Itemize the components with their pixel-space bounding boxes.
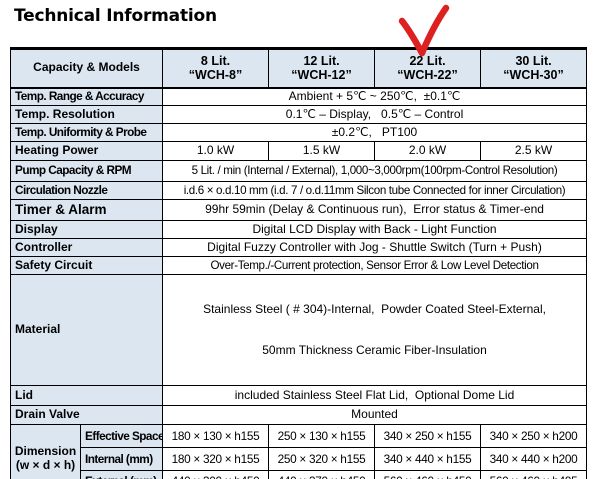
page-title: Technical Information	[14, 6, 217, 26]
row-label-temp-range: Temp. Range & Accuracy	[9, 87, 164, 106]
row-label-heating-power: Heating Power	[9, 141, 164, 161]
cell-controller: Digital Fuzzy Controller with Jog - Shut…	[162, 238, 588, 257]
capacity-label: 8 Lit.	[200, 53, 231, 68]
table-header-row: Capacity & Models 8 Lit. “WCH-8” 12 Lit.…	[9, 48, 588, 89]
column-header-wch-22: 22 Lit. “WCH-22”	[374, 48, 482, 89]
row-lid: Lid included Stainless Steel Flat Lid, O…	[9, 385, 588, 407]
row-dimension-internal: Internal (mm) 180 × 320 × h155 250 × 320…	[11, 447, 588, 472]
row-label-lid: Lid	[9, 385, 164, 407]
row-label-material: Material	[9, 273, 164, 387]
cell-effective-space-wch8: 180 × 130 × h155	[162, 424, 270, 449]
row-circulation-nozzle: Circulation Nozzle i.d.6 × o.d.10 mm (i.…	[9, 181, 588, 200]
row-label-safety-circuit: Safety Circuit	[9, 256, 164, 275]
cell-heating-power-wch12: 1.5 kW	[268, 141, 376, 161]
model-label: “WCH-12”	[291, 68, 352, 83]
dimension-label-line-2: (w × d × h)	[15, 457, 76, 472]
cell-material: Stainless Steel ( # 304)-Internal, Powde…	[162, 273, 588, 387]
cell-internal-wch8: 180 × 320 × h155	[162, 447, 270, 472]
row-label-effective-space: Effective Space	[79, 424, 164, 449]
cell-drain-valve: Mounted	[162, 405, 588, 426]
cell-effective-space-wch22: 340 × 250 × h155	[374, 424, 482, 449]
cell-circulation-nozzle: i.d.6 × o.d.10 mm (i.d. 7 / o.d.11mm Sil…	[162, 181, 588, 200]
row-label-pump-capacity: Pump Capacity & RPM	[9, 160, 164, 182]
row-label-dimension-group: Dimension (w × d × h)	[10, 424, 81, 479]
row-safety-circuit: Safety Circuit Over-Temp./-Current prote…	[9, 256, 588, 275]
cell-temp-uniformity: ±0.2℃, PT100	[162, 123, 588, 142]
row-label-controller: Controller	[9, 238, 164, 257]
dimension-label-line-1: Dimension	[14, 444, 77, 459]
cell-effective-space-wch30: 340 × 250 × h200	[480, 424, 588, 449]
spec-table: Capacity & Models 8 Lit. “WCH-8” 12 Lit.…	[9, 47, 588, 479]
model-label: “WCH-22”	[397, 68, 458, 83]
row-label-drain-valve: Drain Valve	[9, 405, 164, 426]
cell-temp-resolution: 0.1℃ – Display, 0.5℃ – Control	[162, 105, 588, 124]
row-temp-uniformity: Temp. Uniformity & Probe ±0.2℃, PT100	[9, 123, 588, 142]
cell-timer-alarm: 99hr 59min (Delay & Continuous run), Err…	[162, 199, 588, 221]
row-label-temp-uniformity: Temp. Uniformity & Probe	[9, 123, 164, 142]
row-controller: Controller Digital Fuzzy Controller with…	[9, 238, 588, 257]
cell-heating-power-wch8: 1.0 kW	[162, 141, 270, 161]
capacity-label: 12 Lit.	[303, 53, 340, 68]
model-label: “WCH-8”	[188, 68, 243, 83]
cell-external-wch22: 560 × 460 × h450	[374, 470, 482, 479]
capacity-label: 30 Lit.	[515, 53, 552, 68]
row-temp-resolution: Temp. Resolution 0.1℃ – Display, 0.5℃ – …	[9, 105, 588, 124]
row-dimension-external: External (mm) 440 × 300 × h450 440 × 370…	[11, 470, 588, 479]
row-label-display: Display	[9, 220, 164, 239]
row-material: Material Stainless Steel ( # 304)-Intern…	[9, 273, 588, 387]
cell-safety-circuit: Over-Temp./-Current protection, Sensor E…	[162, 256, 588, 275]
cell-lid: included Stainless Steel Flat Lid, Optio…	[162, 385, 588, 407]
cell-internal-wch22: 340 × 440 × h155	[374, 447, 482, 472]
row-label-temp-resolution: Temp. Resolution	[9, 105, 164, 124]
cell-heating-power-wch22: 2.0 kW	[374, 141, 482, 161]
material-line-2: 50mm Thickness Ceramic Fiber-Insulation	[262, 342, 487, 357]
cell-effective-space-wch12: 250 × 130 × h155	[268, 424, 376, 449]
material-line-1: Stainless Steel ( # 304)-Internal, Powde…	[203, 301, 546, 316]
column-header-wch-30: 30 Lit. “WCH-30”	[480, 48, 588, 89]
row-label-timer-alarm: Timer & Alarm	[9, 199, 164, 221]
cell-internal-wch12: 250 × 320 × h155	[268, 447, 376, 472]
column-header-wch-8: 8 Lit. “WCH-8”	[162, 48, 270, 89]
model-label: “WCH-30”	[503, 68, 564, 83]
cell-external-wch30: 560 × 460 × h495	[480, 470, 588, 479]
cell-temp-range: Ambient + 5℃ ~ 250℃, ±0.1℃	[162, 87, 588, 106]
row-drain-valve: Drain Valve Mounted	[9, 405, 588, 426]
cell-pump-capacity: 5 Lit. / min (Internal / External), 1,00…	[162, 160, 588, 182]
row-label-external-mm: External (mm)	[79, 470, 164, 479]
cell-heating-power-wch30: 2.5 kW	[480, 141, 588, 161]
cell-internal-wch30: 340 × 440 × h200	[480, 447, 588, 472]
corner-header-capacity-models: Capacity & Models	[9, 48, 164, 89]
capacity-label: 22 Lit.	[409, 53, 446, 68]
row-timer-alarm: Timer & Alarm 99hr 59min (Delay & Contin…	[9, 199, 588, 221]
cell-external-wch12: 440 × 370 × h450	[268, 470, 376, 479]
row-temp-range: Temp. Range & Accuracy Ambient + 5℃ ~ 25…	[9, 87, 588, 106]
row-display: Display Digital LCD Display with Back - …	[9, 220, 588, 239]
cell-external-wch8: 440 × 300 × h450	[162, 470, 270, 479]
row-heating-power: Heating Power 1.0 kW 1.5 kW 2.0 kW 2.5 k…	[9, 141, 588, 161]
row-label-internal-mm: Internal (mm)	[79, 447, 164, 472]
column-header-wch-12: 12 Lit. “WCH-12”	[268, 48, 376, 89]
row-pump-capacity: Pump Capacity & RPM 5 Lit. / min (Intern…	[9, 160, 588, 182]
row-label-circulation-nozzle: Circulation Nozzle	[9, 181, 164, 200]
row-dimension-effective: Dimension (w × d × h) Effective Space 18…	[10, 424, 588, 479]
cell-display: Digital LCD Display with Back - Light Fu…	[162, 220, 588, 239]
